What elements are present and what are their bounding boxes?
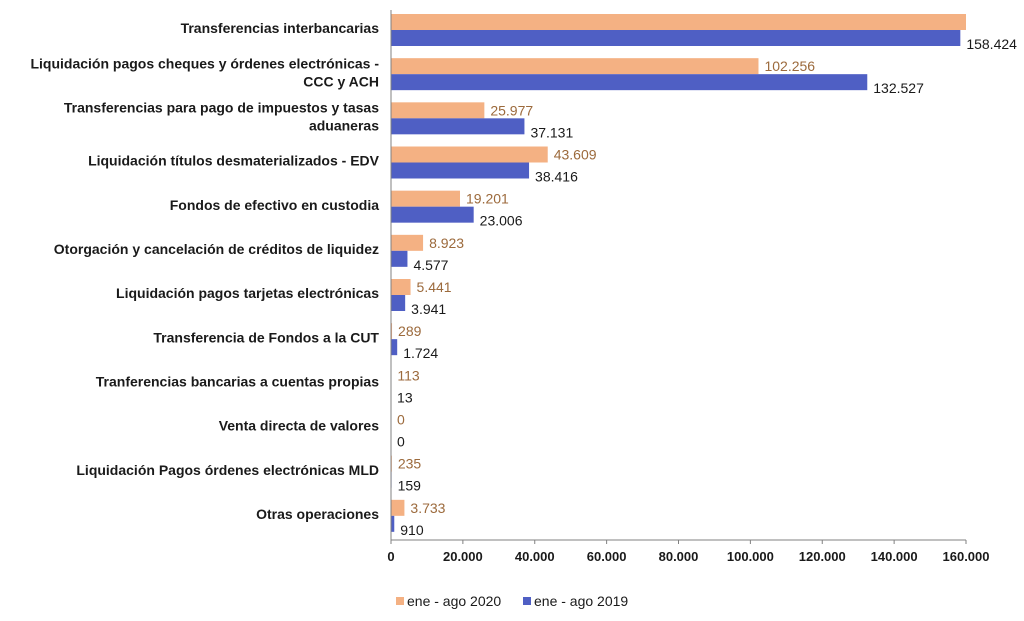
bar-2019-5 — [391, 250, 408, 267]
data-label-2020-11: 3.733 — [410, 500, 445, 516]
category-label-2-line-0: Transferencias para pago de impuestos y … — [64, 99, 379, 115]
category-label-3: Liquidación títulos desmaterializados - … — [88, 153, 380, 169]
category-label-1-line-1: CCC y ACH — [303, 73, 379, 89]
data-label-2019-3: 38.416 — [535, 169, 578, 185]
data-label-2019-5: 4.577 — [413, 257, 448, 273]
data-label-2019-11: 910 — [400, 522, 424, 538]
bar-2019-7 — [391, 339, 398, 356]
legend-label-2020: ene - ago 2020 — [407, 593, 501, 609]
bar-2020-4 — [391, 190, 461, 207]
category-label-2-line-1: aduaneras — [309, 117, 379, 133]
category-label-4: Fondos de efectivo en custodia — [170, 197, 379, 213]
x-tick-label-8: 160.000 — [943, 549, 990, 564]
x-tick-label-4: 80.000 — [659, 549, 699, 564]
x-tick-label-2: 40.000 — [515, 549, 555, 564]
bar-2019-6 — [391, 295, 406, 311]
legend-label-2019: ene - ago 2019 — [534, 593, 628, 609]
legend-swatch-2019 — [523, 597, 531, 605]
data-label-2020-5: 8.923 — [429, 235, 464, 251]
category-label-9: Venta directa de valores — [219, 418, 380, 434]
data-label-2019-2: 37.131 — [530, 124, 573, 140]
bar-2020-3 — [391, 146, 548, 163]
data-label-2020-1: 102.256 — [764, 58, 815, 74]
data-label-2020-6: 5.441 — [417, 279, 452, 295]
data-label-2020-3: 43.609 — [554, 147, 597, 163]
data-label-2019-10: 159 — [398, 478, 422, 494]
data-label-2020-4: 19.201 — [466, 191, 509, 207]
bar-2020-1 — [391, 58, 759, 75]
category-label-1-line-0: Liquidación pagos cheques y órdenes elec… — [30, 55, 379, 71]
bar-2019-4 — [391, 206, 474, 223]
category-label-8: Tranferencias bancarias a cuentas propia… — [96, 373, 379, 389]
data-label-2020-9: 0 — [397, 412, 405, 428]
x-tick-label-1: 20.000 — [443, 549, 483, 564]
data-label-2019-7: 1.724 — [403, 345, 438, 361]
legend-swatch-2020 — [396, 597, 404, 605]
bar-2020-6 — [391, 279, 411, 295]
data-label-2019-0: 158.424 — [966, 36, 1017, 52]
bar-2019-2 — [391, 118, 525, 135]
category-label-5: Otorgación y cancelación de créditos de … — [54, 241, 379, 257]
bar-2020-0 — [391, 14, 966, 30]
x-tick-label-5: 100.000 — [727, 549, 774, 564]
bar-2019-3 — [391, 162, 530, 179]
category-label-7: Transferencia de Fondos a la CUT — [153, 329, 379, 345]
category-label-10: Liquidación Pagos órdenes electrónicas M… — [76, 462, 379, 478]
x-tick-label-3: 60.000 — [587, 549, 627, 564]
bar-2020-7 — [391, 323, 393, 340]
data-label-2019-8: 13 — [397, 389, 413, 405]
data-label-2019-9: 0 — [397, 434, 405, 450]
category-label-6: Liquidación pagos tarjetas electrónicas — [116, 285, 379, 301]
x-tick-label-6: 120.000 — [799, 549, 846, 564]
data-label-2019-6: 3.941 — [411, 301, 446, 317]
x-tick-label-0: 0 — [387, 549, 394, 564]
bar-2019-11 — [391, 515, 395, 532]
bar-2019-0 — [391, 30, 961, 46]
bar-2019-1 — [391, 74, 868, 91]
data-label-2019-1: 132.527 — [873, 80, 924, 96]
data-label-2020-10: 235 — [398, 456, 422, 472]
bar-2020-11 — [391, 499, 405, 516]
bar-2020-5 — [391, 234, 424, 251]
x-tick-label-7: 140.000 — [871, 549, 918, 564]
data-label-2019-4: 23.006 — [480, 213, 523, 229]
data-label-2020-8: 113 — [397, 367, 420, 383]
data-label-2020-2: 25.977 — [490, 102, 533, 118]
bar-2020-2 — [391, 102, 485, 119]
data-label-2020-7: 289 — [398, 323, 422, 339]
category-label-11: Otras operaciones — [256, 506, 379, 522]
category-label-0: Transferencias interbancarias — [181, 20, 380, 36]
